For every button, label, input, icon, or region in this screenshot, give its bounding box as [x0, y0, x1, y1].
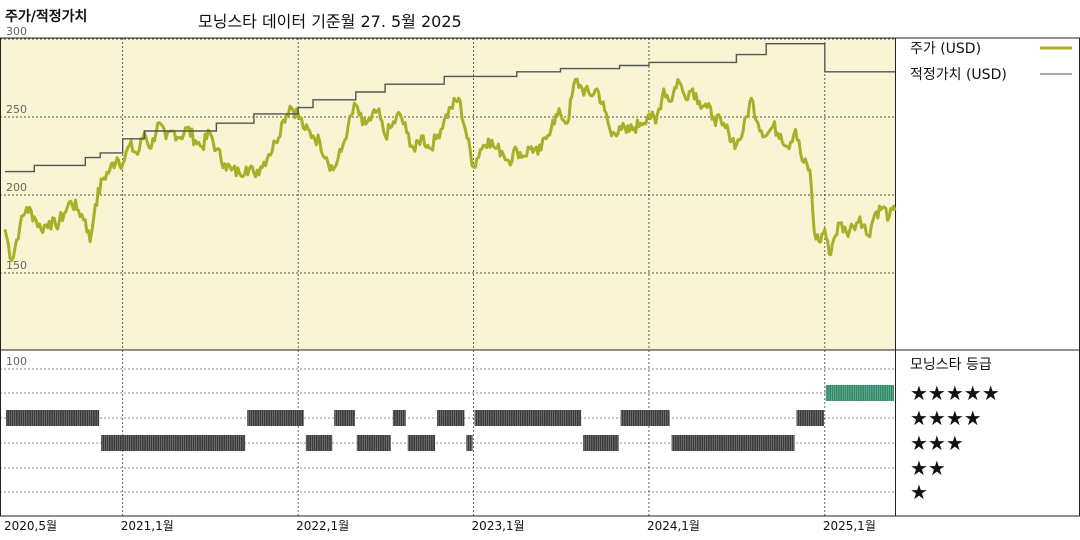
y-tick-label: 150 [6, 259, 27, 272]
x-tick-label: 2022,1월 [296, 519, 349, 533]
rating-bar-4-star [6, 410, 100, 426]
rating-bar-fill [671, 435, 795, 451]
rating-bar-4-star [392, 410, 406, 426]
rating-bar-fill [305, 435, 333, 451]
rating-bar-fill [101, 435, 246, 451]
data-date-subtitle: 모닝스타 데이터 기준월 27. 5월 2025 [198, 12, 462, 31]
star-rating-label-5: ★★★★★ [910, 381, 1000, 405]
rating-bar-fill [796, 410, 824, 426]
x-tick-label: 2021,1월 [121, 519, 174, 533]
legend-price-label: 주가 (USD) [910, 41, 981, 57]
rating-bar-fill [356, 435, 391, 451]
rating-axis-label: 100 [6, 355, 27, 368]
star-rating-label-2: ★★ [910, 456, 946, 480]
rating-bar-3-star [356, 435, 392, 451]
star-rating-label-3: ★★★ [910, 431, 964, 455]
rating-bar-3-star [671, 435, 795, 451]
legend-fair-value-label: 적정가치 (USD) [910, 67, 1007, 83]
y-tick-label: 300 [6, 25, 27, 38]
x-tick-label: 2024,1월 [647, 519, 700, 533]
rating-bar-fill [437, 410, 465, 426]
rating-panel-title: 모닝스타 등급 [910, 357, 992, 373]
rating-bar-3-star [583, 435, 619, 451]
x-tick-label: 2025,1월 [823, 519, 876, 533]
rating-bar-3-star [305, 435, 333, 451]
rating-bar-3-star [407, 435, 436, 451]
rating-bar-4-star [437, 410, 465, 426]
price-series-line [3, 77, 897, 262]
rating-bar-4-star [247, 410, 304, 426]
star-rating-label-1: ★ [910, 480, 928, 504]
chart-title: 주가/적정가치 [5, 9, 88, 25]
rating-bar-3-star [466, 435, 473, 451]
star-rating-label-4: ★★★★ [910, 406, 982, 430]
rating-bar-fill [247, 410, 304, 426]
fair-value-series-line [5, 43, 895, 173]
rating-bar-fill [392, 410, 406, 426]
y-tick-label: 200 [6, 181, 27, 194]
x-tick-label: 2023,1월 [472, 519, 525, 533]
rating-bar-5-star [825, 385, 894, 401]
rating-bar-fill [583, 435, 619, 451]
rating-bar-4-star [620, 410, 670, 426]
rating-bar-3-star [101, 435, 246, 451]
rating-bar-fill [407, 435, 436, 451]
price-panel-background [0, 38, 895, 350]
y-tick-label: 250 [6, 103, 27, 116]
rating-bar-fill [620, 410, 670, 426]
x-tick-label: 2020,5월 [4, 519, 57, 533]
rating-bar-4-star [474, 410, 582, 426]
rating-bar-fill [6, 410, 100, 426]
rating-bar-fill [334, 410, 355, 426]
rating-bar-fill [474, 410, 582, 426]
rating-bar-4-star [796, 410, 824, 426]
rating-bar-4-star [334, 410, 355, 426]
